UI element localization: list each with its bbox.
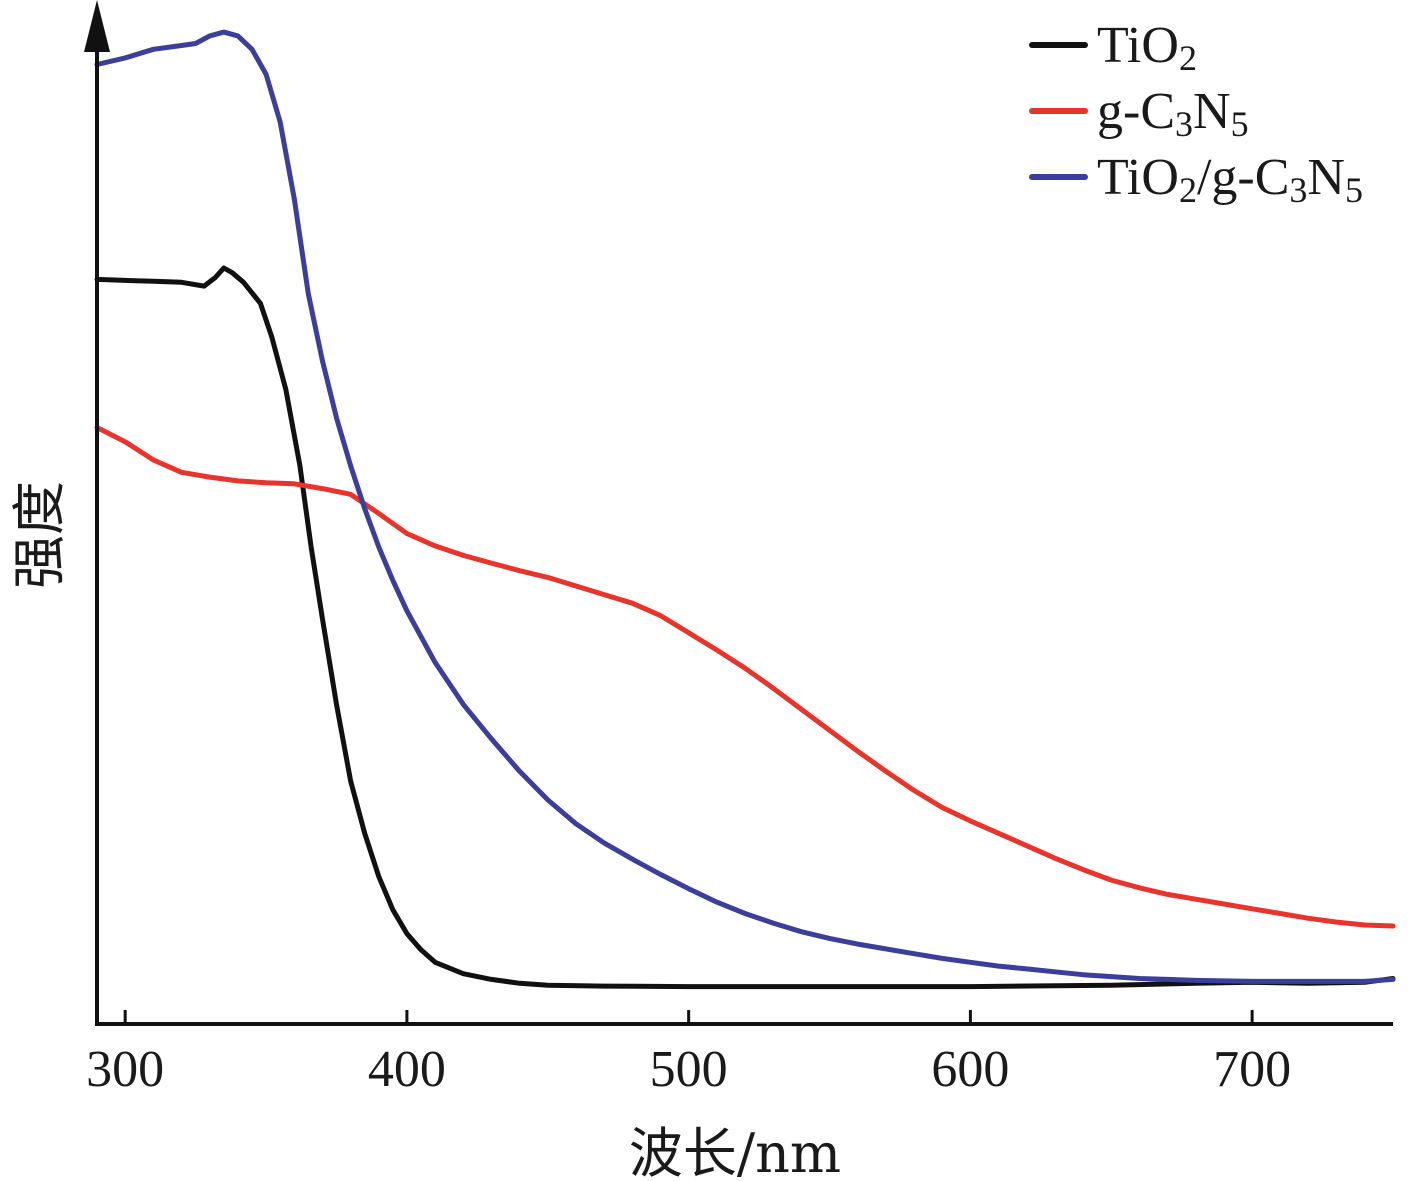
legend-label-1: TiO2 [1097,17,1197,78]
x-tick-label: 600 [931,1041,1009,1098]
legend-label-3: TiO2/g-C3N5 [1097,149,1363,210]
x-tick-label: 300 [86,1041,164,1098]
x-tick-label: 400 [368,1041,446,1098]
series-line-3 [94,29,1396,984]
legend-label-2: g-C3N5 [1097,83,1249,144]
axes: 300 400 500 600 700 [84,0,1393,1098]
series-line-1 [94,265,1396,990]
x-ticks: 300 400 500 600 700 [86,1010,1291,1098]
x-tick-label: 500 [650,1041,728,1098]
plot-area [94,29,1396,990]
series-line-2 [94,425,1396,929]
x-tick-label: 700 [1213,1041,1291,1098]
y-axis-label: 强度 [8,481,71,589]
x-axis-label: 波长/nm [629,1122,841,1181]
y-axis-arrow-icon [84,0,110,52]
